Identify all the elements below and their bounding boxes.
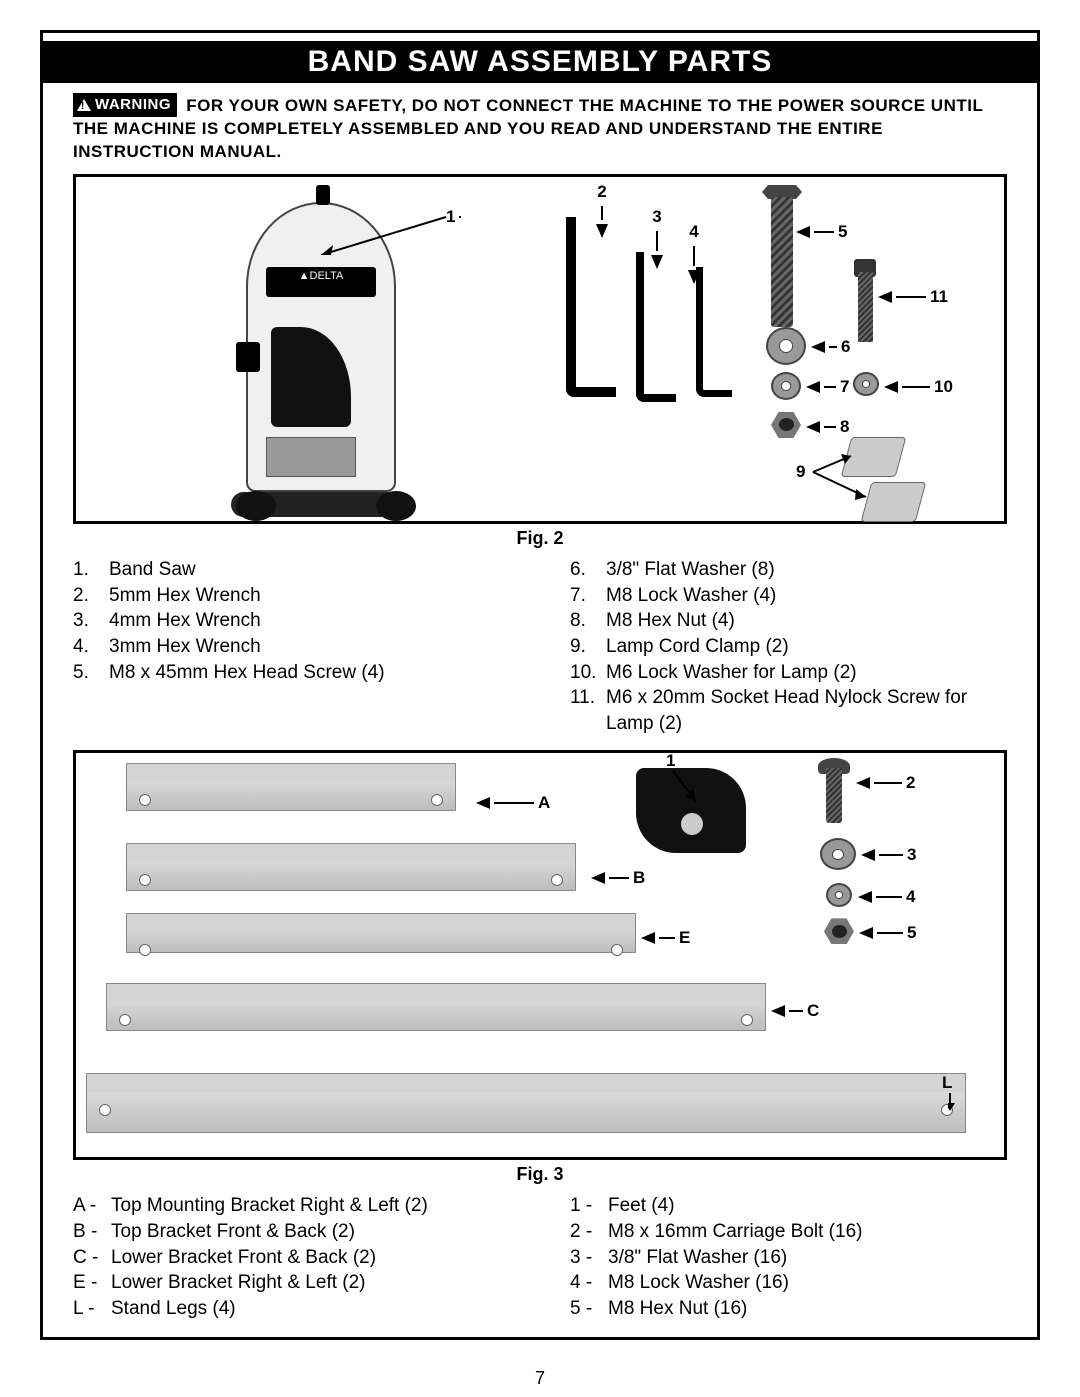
callout: 4 (688, 222, 700, 284)
list-item: 1 -Feet (4) (570, 1193, 1007, 1219)
callout: 2 (856, 773, 915, 793)
list-item: 3.4mm Hex Wrench (73, 608, 510, 634)
list-item: 2.5mm Hex Wrench (73, 583, 510, 609)
callout-line (811, 452, 871, 512)
list-item: B -Top Bracket Front & Back (2) (73, 1219, 510, 1245)
list-item: A -Top Mounting Bracket Right & Left (2) (73, 1193, 510, 1219)
callout-label: 4 (906, 887, 915, 907)
figure-2-caption: Fig. 2 (73, 528, 1007, 549)
callout-line (671, 771, 711, 811)
list-item: 7.M8 Lock Washer (4) (570, 583, 1007, 609)
figure-3-caption: Fig. 3 (73, 1164, 1007, 1185)
callout-label: 2 (597, 182, 606, 202)
callout: 3 (861, 845, 916, 865)
page-number: 7 (535, 1368, 545, 1389)
bracket-c (106, 983, 766, 1031)
callout: 10 (884, 377, 953, 397)
callout: 4 (858, 887, 915, 907)
callout-label: C (807, 1001, 819, 1021)
list-item: 5.M8 x 45mm Hex Head Screw (4) (73, 660, 510, 686)
list-item: L -Stand Legs (4) (73, 1296, 510, 1322)
flat-washer (766, 327, 806, 365)
list-item: 2 -M8 x 16mm Carriage Bolt (16) (570, 1219, 1007, 1245)
flat-washer (820, 838, 856, 870)
hex-nut (771, 412, 801, 438)
list-item: C -Lower Bracket Front & Back (2) (73, 1245, 510, 1271)
warning-triangle-icon (77, 99, 91, 111)
callout-label: 2 (906, 773, 915, 793)
callout-label: 4 (689, 222, 698, 242)
hex-nut (824, 918, 854, 944)
figure-2-list: 1.Band Saw 2.5mm Hex Wrench 3.4mm Hex Wr… (73, 557, 1007, 736)
list-item: 4 -M8 Lock Washer (16) (570, 1270, 1007, 1296)
callout: 9 (796, 462, 805, 482)
callout: 2 (596, 182, 608, 238)
callout: L (942, 1073, 952, 1093)
list-item: 6.3/8" Flat Washer (8) (570, 557, 1007, 583)
list-item: 10.M6 Lock Washer for Lamp (2) (570, 660, 1007, 686)
list-item: 1.Band Saw (73, 557, 510, 583)
callout-label: E (679, 928, 690, 948)
callout: 11 (878, 287, 948, 307)
list-item: 8.M8 Hex Nut (4) (570, 608, 1007, 634)
figure-3-box: A B E C L 1 2 3 4 5 (73, 750, 1007, 1160)
bracket-a (126, 763, 456, 811)
callout-label: L (942, 1073, 952, 1093)
page-title: BAND SAW ASSEMBLY PARTS (43, 41, 1037, 83)
callout-label: 8 (840, 417, 849, 437)
callout: 5 (859, 923, 916, 943)
lock-washer (826, 883, 852, 907)
callout: E (641, 928, 690, 948)
hex-wrench-5mm (566, 217, 616, 397)
callout-label: 11 (930, 287, 948, 307)
bandsaw-logo: ▲DELTA (266, 267, 376, 297)
warning-label: WARNING (95, 95, 171, 115)
list-item: 4.3mm Hex Wrench (73, 634, 510, 660)
callout: 3 (651, 207, 663, 269)
callout: 6 (811, 337, 850, 357)
hex-wrench-3mm (696, 267, 732, 397)
callout-label: A (538, 793, 550, 813)
callout-label: 3 (907, 845, 916, 865)
callout: 7 (806, 377, 849, 397)
hex-wrench-4mm (636, 252, 676, 402)
callout-label: 5 (838, 222, 847, 242)
list-item: 9.Lamp Cord Clamp (2) (570, 634, 1007, 660)
warning-text: FOR YOUR OWN SAFETY, DO NOT CONNECT THE … (73, 96, 983, 161)
figure-3-list: A -Top Mounting Bracket Right & Left (2)… (73, 1193, 1007, 1321)
bracket-l (86, 1073, 966, 1133)
callout: 8 (806, 417, 849, 437)
callout-label: 7 (840, 377, 849, 397)
callout: B (591, 868, 645, 888)
callout-label: 10 (934, 377, 953, 397)
warning-badge: WARNING (73, 93, 177, 117)
callout-label: 9 (796, 462, 805, 482)
list-item: E -Lower Bracket Right & Left (2) (73, 1270, 510, 1296)
list-item: 5 -M8 Hex Nut (16) (570, 1296, 1007, 1322)
callout-line (321, 215, 451, 255)
callout: A (476, 793, 550, 813)
carriage-bolt (826, 768, 842, 823)
bracket-b (126, 843, 576, 891)
warning-block: WARNING FOR YOUR OWN SAFETY, DO NOT CONN… (73, 93, 1007, 164)
callout: 1 (666, 751, 675, 771)
callout: 5 (796, 222, 847, 242)
callout-label: 5 (907, 923, 916, 943)
lock-washer-m8 (771, 372, 801, 400)
page-border: BAND SAW ASSEMBLY PARTS WARNING FOR YOUR… (40, 30, 1040, 1340)
list-item: 3 -3/8" Flat Washer (16) (570, 1245, 1007, 1271)
callout-label: 6 (841, 337, 850, 357)
lock-washer-m6 (853, 372, 879, 396)
callout: C (771, 1001, 819, 1021)
hex-head-screw (771, 197, 793, 327)
callout-label: B (633, 868, 645, 888)
bracket-e (126, 913, 636, 953)
callout-label: 3 (652, 207, 661, 227)
callout-line (948, 1093, 968, 1113)
list-item: 11.M6 x 20mm Socket Head Nylock Screw fo… (570, 685, 1007, 736)
figure-2-box: ▲DELTA 1 2 3 (73, 174, 1007, 524)
callout-label: 1 (666, 751, 675, 771)
socket-head-screw (858, 272, 873, 342)
